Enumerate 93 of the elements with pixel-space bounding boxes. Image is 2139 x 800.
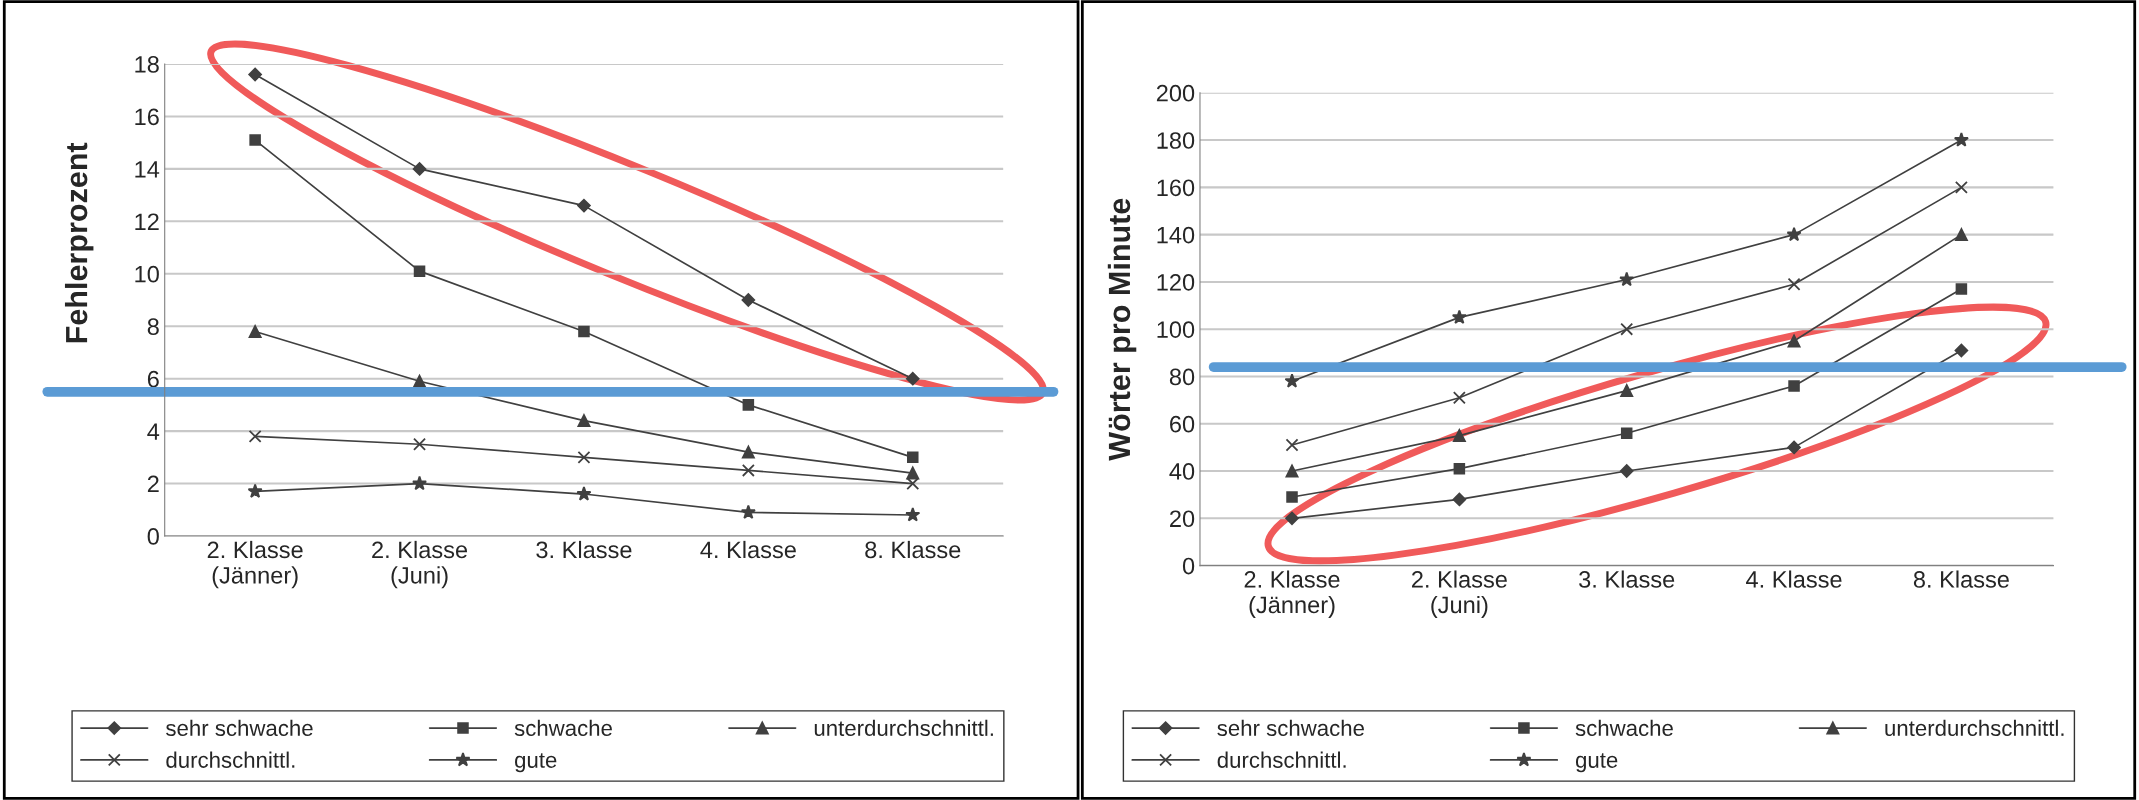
- point: [413, 265, 426, 277]
- legend-label: schwache: [1575, 719, 1673, 737]
- point: [741, 293, 756, 307]
- point: [1285, 464, 1299, 478]
- y-tick-label: 14: [135, 161, 160, 178]
- point: [1451, 309, 1467, 324]
- y-tick-label: 6: [147, 370, 159, 388]
- point: [741, 463, 755, 477]
- y-tick-label: 60: [1170, 415, 1195, 433]
- legend-label: sehr schwache: [1217, 719, 1364, 737]
- point: [1286, 491, 1298, 503]
- point: [1787, 334, 1801, 348]
- y-tick-label: 2: [147, 475, 159, 493]
- legend-label: unterdurchschnittl.: [814, 719, 993, 737]
- y-tick-label: 4: [147, 423, 160, 440]
- point: [1787, 277, 1801, 291]
- legend-label: gute: [515, 753, 557, 773]
- point: [1619, 271, 1635, 287]
- point: [412, 162, 427, 176]
- y-tick-label: 160: [1157, 179, 1195, 197]
- point: [1619, 464, 1634, 478]
- point: [1453, 462, 1466, 475]
- x-tick-label: 3. Klasse: [1579, 570, 1675, 588]
- y-tick-label: 0: [147, 528, 159, 545]
- x-tick-label: 2. Klasse (Juni): [372, 540, 468, 589]
- point: [249, 134, 261, 146]
- point: [248, 325, 262, 338]
- point: [248, 67, 262, 82]
- point: [1620, 322, 1634, 336]
- y-tick-label: 180: [1157, 132, 1195, 149]
- x-tick-label: 4. Klasse: [700, 540, 796, 559]
- y-tick-label: 20: [1170, 510, 1195, 528]
- x-tick-label: 2. Klasse (Juni): [1411, 570, 1507, 618]
- point: [413, 437, 426, 451]
- point: [412, 475, 428, 491]
- y-tick-label: 18: [135, 56, 159, 73]
- point: [906, 477, 920, 491]
- point: [740, 504, 756, 519]
- point: [1452, 391, 1466, 405]
- x-tick-label: 3. Klasse: [536, 540, 632, 559]
- x-tick-label: 8. Klasse: [865, 540, 961, 559]
- x-tick-label: 4. Klasse: [1746, 570, 1842, 588]
- x-tick-label: 2. Klasse (Jänner): [1244, 570, 1340, 618]
- y-tick-label: 8: [147, 318, 159, 336]
- y-tick-label: 200: [1156, 84, 1195, 102]
- legend-label: gute: [1575, 753, 1618, 773]
- point: [576, 486, 592, 501]
- point: [905, 507, 921, 522]
- point: [1285, 438, 1299, 452]
- point: [1788, 380, 1800, 392]
- y-tick-label: 100: [1157, 321, 1195, 338]
- y-tick-label: 120: [1157, 273, 1195, 291]
- point: [1452, 492, 1467, 507]
- legend-label: schwache: [514, 719, 612, 737]
- point: [577, 198, 591, 213]
- point: [1954, 180, 1968, 194]
- point: [577, 450, 591, 464]
- point: [906, 466, 920, 480]
- point: [1284, 373, 1300, 388]
- y-axis-title: Fehlerprozent: [64, 142, 94, 343]
- legend-label: sehr schwache: [166, 719, 313, 737]
- y-tick-label: 10: [135, 265, 159, 283]
- legend-label: unterdurchschnittl.: [1885, 719, 2064, 737]
- point: [247, 483, 263, 498]
- point: [742, 399, 755, 411]
- point: [1786, 226, 1802, 242]
- point: [1953, 132, 1969, 147]
- y-tick-label: 12: [135, 213, 159, 230]
- y-tick-label: 0: [1182, 557, 1195, 575]
- point: [1954, 343, 1969, 358]
- point: [1954, 228, 1968, 242]
- point: [906, 451, 919, 464]
- y-axis-title: Wörter pro Minute: [1107, 198, 1137, 461]
- point: [1285, 511, 1299, 526]
- legend-label: durchschnittl.: [1217, 751, 1346, 768]
- point: [577, 414, 591, 428]
- point: [1955, 283, 1968, 295]
- y-tick-label: 16: [135, 108, 159, 126]
- point: [1787, 440, 1801, 455]
- point: [1620, 427, 1633, 439]
- y-tick-label: 140: [1157, 226, 1195, 244]
- x-tick-label: 2. Klasse (Jänner): [207, 540, 303, 589]
- x-tick-label: 8. Klasse: [1913, 570, 2009, 588]
- y-tick-label: 80: [1169, 368, 1195, 386]
- legend-label: durchschnittl.: [166, 751, 295, 768]
- point: [248, 429, 262, 443]
- point: [413, 374, 426, 388]
- point: [578, 325, 590, 338]
- point: [741, 445, 755, 459]
- point: [905, 371, 920, 386]
- y-tick-label: 40: [1169, 463, 1195, 480]
- point: [1620, 384, 1634, 398]
- point: [1452, 429, 1466, 443]
